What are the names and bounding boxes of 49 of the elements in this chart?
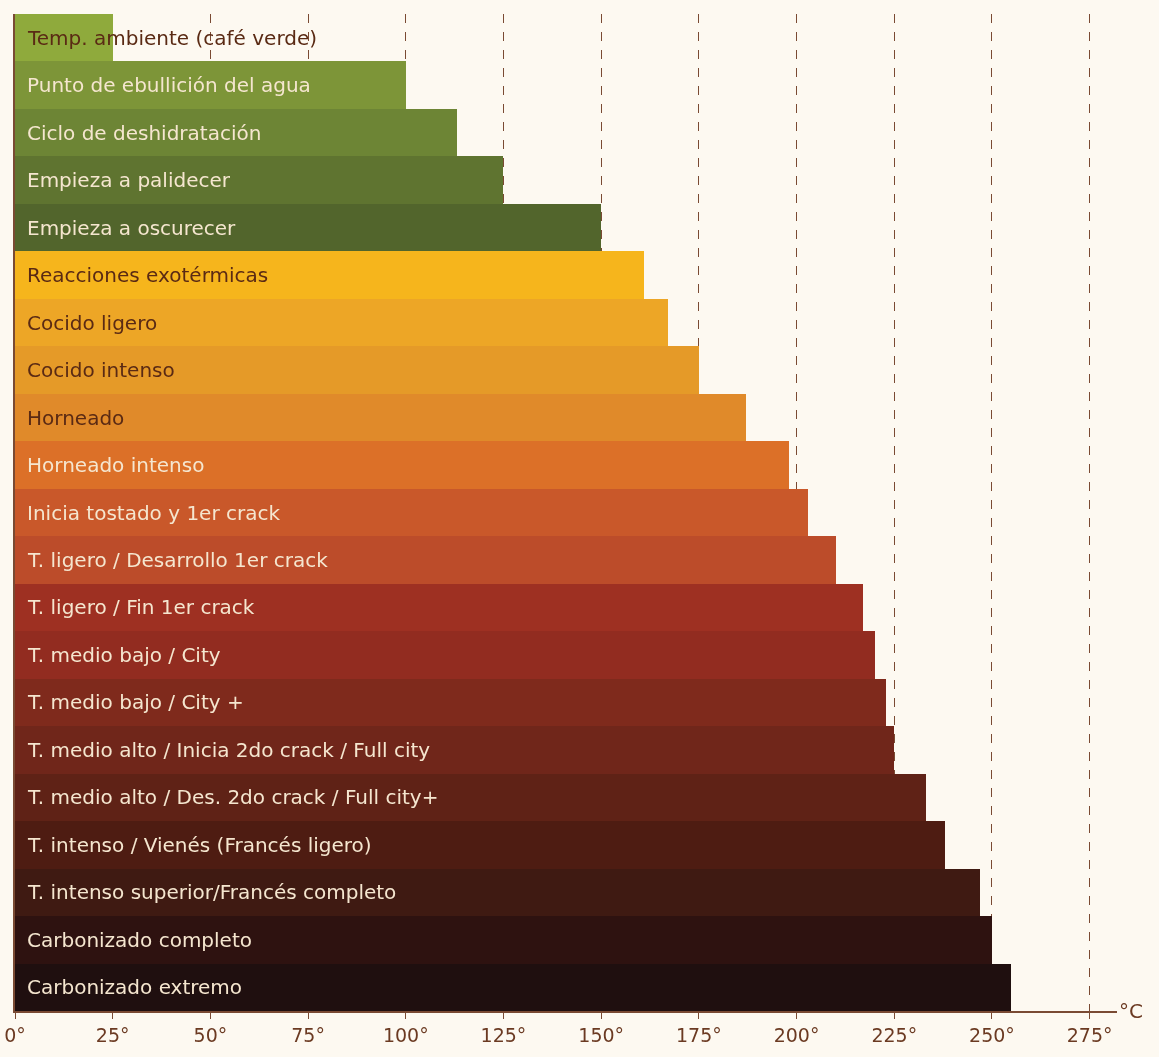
y-tick-label: T. ligero / Fin 1er crack [27,595,255,619]
y-tick-label: T. medio alto / Des. 2do crack / Full city+ [27,785,439,809]
bar [15,869,980,916]
bar [15,536,836,584]
y-tick-label: Reacciones exotérmicas [27,263,269,287]
x-tick-label: 25° [95,1023,130,1046]
bar [15,821,945,869]
bar [15,394,746,441]
x-tick-label: 0° [4,1023,26,1046]
x-tick-label: 125° [480,1023,527,1046]
y-tick-label: Ciclo de deshidratación [27,121,262,145]
y-tick-label: T. intenso / Vienés (Francés ligero) [27,833,372,857]
y-tick-label: Horneado [27,406,125,430]
y-tick-label: Cocido ligero [27,311,158,335]
x-tick-label: 150° [578,1023,625,1046]
bar [15,679,886,726]
y-tick-label: T. medio bajo / City + [27,690,244,714]
x-tick-label: 175° [675,1023,722,1046]
bar [15,61,406,109]
y-tick-label: Inicia tostado y 1er crack [27,501,281,525]
bar [15,916,992,964]
x-tick-label: 50° [193,1023,228,1046]
bar [15,156,503,204]
y-tick-label: T. medio alto / Inicia 2do crack / Full city [27,738,431,762]
y-tick-label: Carbonizado completo [27,928,252,952]
x-axis-title: °C [1119,999,1143,1023]
y-tick-label: T. medio bajo / City [27,643,221,667]
y-tick-label: T. ligero / Desarrollo 1er crack [27,548,329,572]
x-tick-label: 275° [1066,1023,1113,1046]
bar [15,204,601,251]
bar [15,726,894,774]
bar [15,964,1011,1011]
bar [15,489,808,536]
x-tick-label: 100° [382,1023,429,1046]
bar [15,441,789,489]
bar [15,109,457,156]
x-tick-label: 75° [291,1023,325,1046]
y-tick-label: Carbonizado extremo [27,975,243,999]
y-tick-label: T. intenso superior/Francés completo [27,880,397,904]
y-tick-label: Punto de ebullición del agua [27,73,311,97]
y-tick-label: Empieza a palidecer [27,168,231,192]
y-tick-label: Horneado intenso [27,453,205,477]
bar [15,251,644,299]
y-tick-label: Cocido intenso [27,358,175,382]
x-tick-label: 250° [969,1023,1015,1046]
y-tick-label: Empieza a oscurecer [27,216,237,240]
x-tick-label: 200° [773,1023,820,1046]
bar [15,774,926,821]
x-tick-label: 225° [871,1023,918,1046]
